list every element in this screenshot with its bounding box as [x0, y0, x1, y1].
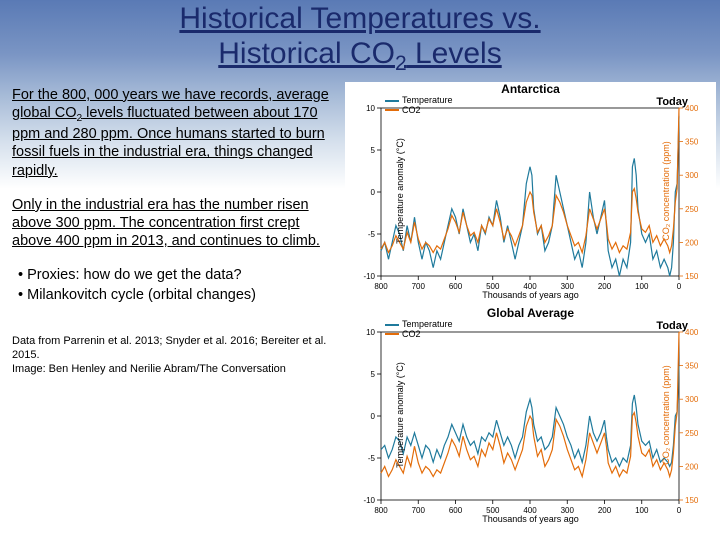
chart2-today: Today: [656, 320, 688, 332]
title-line1: Historical Temperatures vs.: [179, 2, 540, 35]
title-line2-post: Levels: [407, 37, 502, 70]
svg-text:10: 10: [366, 104, 375, 113]
credits-text: Data from Parrenin et al. 2013; Snyder e…: [12, 335, 339, 376]
slide-title: Historical Temperatures vs. Historical C…: [0, 0, 720, 80]
bullet-2: Milankovitch cycle (orbital changes): [18, 286, 339, 306]
chart-column: Antarctica Today Temperature CO2 Tempera…: [345, 80, 720, 538]
svg-text:200: 200: [685, 238, 699, 247]
chart-antarctica: Antarctica Today Temperature CO2 Tempera…: [345, 82, 716, 300]
bullet-1: Proxies: how do we get the data?: [18, 266, 339, 286]
chart2-ylabel-left: Temperature anomaly (°C): [395, 362, 405, 468]
chart1-today: Today: [656, 96, 688, 108]
svg-text:0: 0: [371, 412, 376, 421]
svg-text:0: 0: [371, 188, 376, 197]
chart2-legend-co2-label: CO2: [402, 330, 421, 340]
chart2-legend-co2: CO2: [385, 330, 453, 340]
bullet-list: Proxies: how do we get the data? Milanko…: [18, 266, 339, 305]
svg-text:300: 300: [685, 395, 699, 404]
svg-text:200: 200: [685, 462, 699, 471]
title-line2-pre: Historical CO: [218, 37, 395, 70]
chart2-xlabel: Thousands of years ago: [345, 514, 716, 524]
svg-text:5: 5: [371, 370, 376, 379]
svg-text:-5: -5: [368, 454, 376, 463]
chart2-ylabel-right: CO₂ concentration (ppm): [661, 365, 671, 465]
paragraph-1: For the 800, 000 years we have records, …: [12, 86, 339, 180]
paragraph-2: Only in the industrial era has the numbe…: [12, 196, 339, 250]
svg-text:150: 150: [685, 496, 699, 505]
svg-text:-10: -10: [363, 272, 375, 281]
chart1-legend-co2-label: CO2: [402, 106, 421, 116]
chart1-xlabel: Thousands of years ago: [345, 290, 716, 300]
title-line2-sub: 2: [395, 52, 407, 75]
chart1-ylabel-left: Temperature anomaly (°C): [395, 138, 405, 244]
chart2-legend: Temperature CO2: [385, 320, 453, 340]
svg-text:250: 250: [685, 428, 699, 437]
chart1-ylabel-right: CO₂ concentration (ppm): [661, 141, 671, 241]
chart1-legend: Temperature CO2: [385, 96, 453, 116]
svg-text:350: 350: [685, 137, 699, 146]
text-column: For the 800, 000 years we have records, …: [0, 80, 345, 538]
svg-text:10: 10: [366, 328, 375, 337]
chart-global: Global Average Today Temperature CO2 Tem…: [345, 306, 716, 524]
svg-text:350: 350: [685, 361, 699, 370]
svg-text:-10: -10: [363, 496, 375, 505]
svg-text:250: 250: [685, 204, 699, 213]
chart2-title: Global Average: [345, 306, 716, 320]
chart1-legend-co2: CO2: [385, 106, 453, 116]
svg-text:-5: -5: [368, 230, 376, 239]
content-area: For the 800, 000 years we have records, …: [0, 80, 720, 538]
chart1-title: Antarctica: [345, 82, 716, 96]
svg-text:300: 300: [685, 171, 699, 180]
svg-text:150: 150: [685, 272, 699, 281]
svg-text:5: 5: [371, 146, 376, 155]
